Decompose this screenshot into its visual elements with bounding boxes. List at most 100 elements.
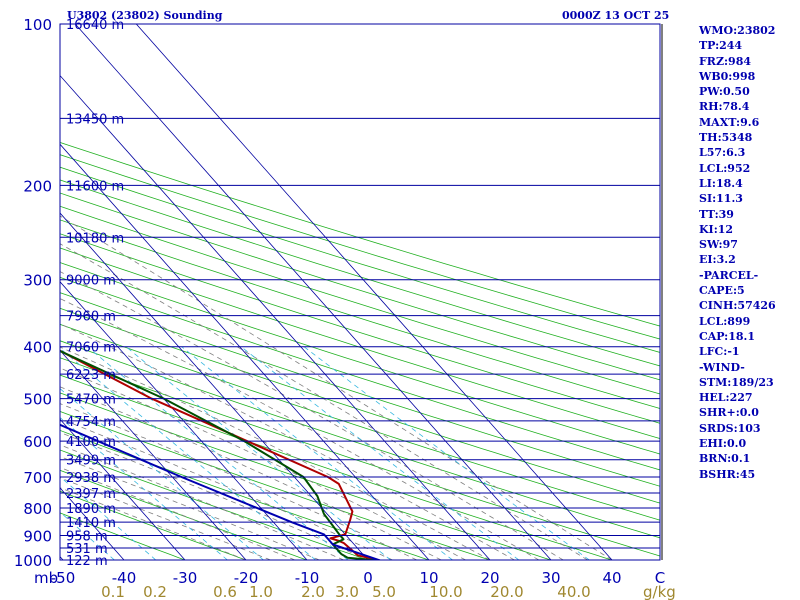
mixing-ratio-label: 20.0: [490, 583, 523, 600]
stability-index: EHI:0.0: [699, 437, 747, 451]
pressure-tick-label: 700: [23, 469, 52, 487]
dry-adiabat-line: [60, 166, 660, 353]
isotherm-line: [60, 281, 308, 560]
stability-index: FRZ:984: [699, 54, 752, 68]
isotherm-line: [135, 24, 613, 560]
stability-index: LCL:952: [699, 161, 751, 175]
temperature-profile-line: [60, 349, 382, 560]
stability-index: L57:6.3: [699, 146, 746, 160]
height-label: 1890 m: [66, 502, 116, 517]
mixing-ratio-label: 40.0: [557, 583, 590, 600]
stability-index: WMO:23802: [699, 24, 776, 37]
height-label: 3499 m: [66, 454, 116, 469]
temperature-unit-label: C: [655, 569, 665, 587]
mixing-ratio-label: 2.0: [301, 583, 325, 600]
moist-adiabat-line: [60, 215, 613, 560]
dry-adiabat-line: [60, 292, 660, 487]
height-label: 4754 m: [66, 415, 116, 430]
stability-index: HEL:227: [699, 391, 753, 405]
dry-adiabat-line: [60, 192, 660, 381]
stability-index: LI:18.4: [699, 176, 743, 190]
height-label: 11600 m: [66, 179, 124, 194]
stability-index: BSHR:45: [699, 467, 756, 481]
mixing-ratio-label: 5.0: [372, 583, 396, 600]
pressure-tick-label: 1000: [14, 552, 52, 570]
stability-index: TH:5348: [699, 131, 753, 145]
temperature-tick-label: -50: [51, 569, 76, 587]
pressure-tick-label: 200: [23, 177, 52, 195]
pressure-tick-label: 600: [23, 433, 52, 451]
plot-area: [60, 24, 660, 560]
chart-title: U3802 (23802) Sounding: [67, 9, 223, 22]
height-label: 2397 m: [66, 487, 116, 502]
mixing-ratio-label: 1.0: [249, 583, 273, 600]
moist-adiabat-line: [60, 298, 540, 560]
pressure-tick-label: 300: [23, 272, 52, 290]
height-label: 7060 m: [66, 341, 116, 356]
stability-index: EI:3.2: [699, 253, 736, 267]
moist-adiabat-line: [60, 477, 271, 560]
height-label: 13450 m: [66, 112, 124, 127]
plot-frame: [59, 23, 661, 561]
dry-adiabat-line: [60, 205, 660, 395]
temperature-tick-label: -40: [112, 569, 137, 587]
chart-datetime: 0000Z 13 OCT 25: [562, 9, 670, 22]
pressure-tick-label: 800: [23, 500, 52, 518]
height-label: 958 m: [66, 529, 108, 544]
stability-index: BRN:0.1: [699, 452, 751, 466]
temperature-tick-label: 40: [602, 569, 621, 587]
dry-adiabat-line: [60, 247, 660, 439]
temperature-tick-label: -20: [234, 569, 259, 587]
moist-adiabat-line: [60, 487, 247, 560]
stability-index: -WIND-: [699, 360, 745, 374]
dry-adiabat-line: [60, 262, 660, 455]
mixing-ratio-label: 0.6: [213, 583, 237, 600]
dry-adiabat-line: [60, 141, 660, 327]
stability-index: LCL:899: [699, 314, 751, 328]
height-label: 1410 m: [66, 516, 116, 531]
height-label: 6223 m: [66, 368, 116, 383]
mixing-ratio-label: 10.0: [429, 583, 462, 600]
stability-index: SW:97: [699, 238, 738, 252]
dry-adiabat-line: [60, 154, 660, 340]
height-label: 9000 m: [66, 274, 116, 289]
moist-adiabat-line: [60, 367, 466, 560]
stability-index: SI:11.3: [699, 192, 743, 206]
stability-index: LFC:-1: [699, 345, 740, 359]
stability-index: MAXT:9.6: [699, 115, 760, 129]
mixing-ratio-label: 0.1: [101, 583, 125, 600]
height-label: 122 m: [66, 554, 108, 569]
stability-index: TP:244: [699, 39, 743, 53]
isotherm-line: [60, 143, 430, 560]
pressure-tick-label: 900: [23, 527, 52, 545]
stability-index: -PARCEL-: [699, 268, 759, 282]
mixing-ratio-label: 3.0: [335, 583, 359, 600]
pressure-tick-label: 400: [23, 339, 52, 357]
parcel-profile-line: [60, 423, 382, 560]
isotherm-line: [60, 212, 369, 560]
height-label: 4100 m: [66, 435, 116, 450]
mixing-ratio-label: 0.2: [143, 583, 167, 600]
moist-adiabat-line: [60, 271, 564, 560]
dry-adiabat-line: [60, 219, 660, 409]
temperature-tick-label: -10: [295, 569, 320, 587]
pressure-tick-label: 100: [23, 16, 52, 34]
pressure-tick-label: 500: [23, 391, 52, 409]
stability-index: SRDS:103: [699, 421, 761, 435]
isotherm-line: [60, 74, 491, 560]
stability-index: CAP:18.1: [699, 329, 756, 343]
stability-index: CINH:57426: [699, 299, 776, 313]
isotherm-line: [60, 418, 186, 560]
temperature-tick-label: 0: [363, 569, 373, 587]
dry-adiabat-line: [60, 276, 660, 471]
temperature-tick-label: 20: [480, 569, 499, 587]
moist-adiabat-line: [60, 431, 369, 560]
height-label: 10180 m: [66, 231, 124, 246]
stability-index: PW:0.50: [699, 85, 750, 99]
dry-adiabat-line: [60, 323, 660, 521]
height-label: 16640 m: [66, 18, 124, 33]
mixing-ratio-unit-label: g/kg: [643, 583, 676, 600]
stability-index: CAPE:5: [699, 284, 745, 298]
moist-adiabat-line: [60, 444, 344, 560]
